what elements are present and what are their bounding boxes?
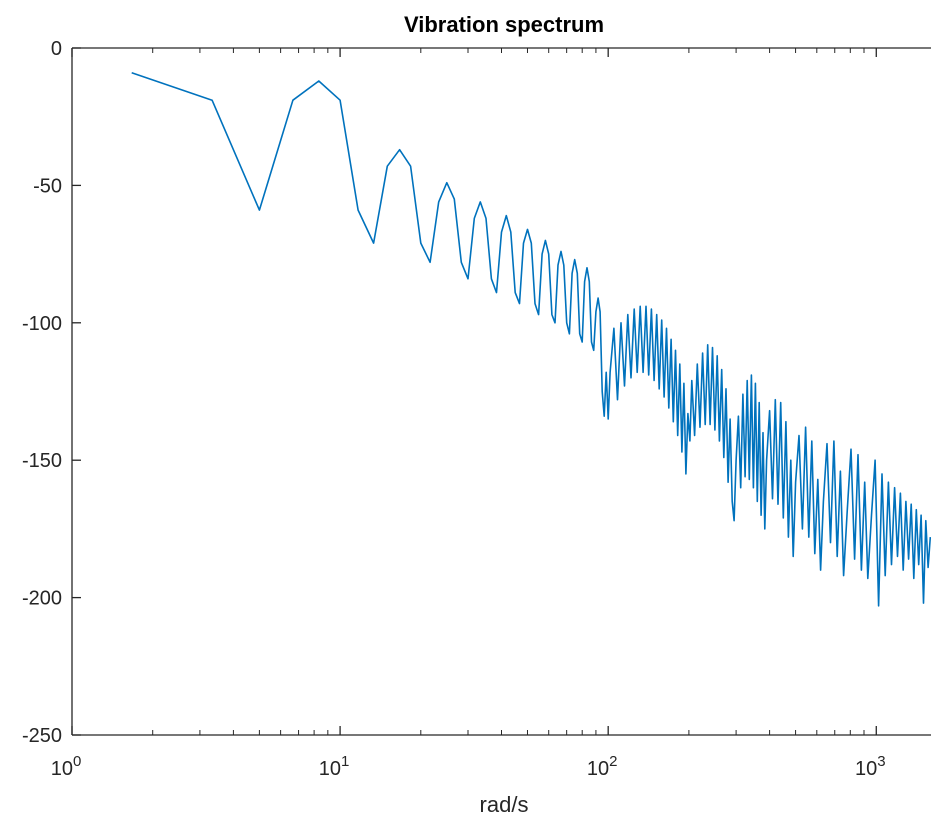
y-tick-label: -200 bbox=[22, 588, 62, 610]
y-tick-label: -100 bbox=[22, 313, 62, 335]
y-tick-label: 0 bbox=[51, 38, 62, 60]
x-tick-label: 103 bbox=[855, 753, 886, 780]
x-tick-label: 100 bbox=[51, 753, 82, 780]
y-tick-label: -50 bbox=[33, 175, 62, 197]
chart-title: Vibration spectrum bbox=[404, 12, 604, 37]
spectrum-line bbox=[131, 71, 931, 607]
x-axis-label: rad/s bbox=[480, 792, 529, 817]
axes bbox=[71, 47, 931, 736]
x-tick-label: 101 bbox=[319, 753, 350, 780]
y-tick-label: -250 bbox=[22, 725, 62, 747]
tick-labels: 0 -50 -100 -150 -200 -250 100 101 102 103 bbox=[22, 38, 886, 780]
y-tick-label: -150 bbox=[22, 450, 62, 472]
x-tick-label: 102 bbox=[587, 753, 618, 780]
plot-area bbox=[131, 71, 931, 607]
